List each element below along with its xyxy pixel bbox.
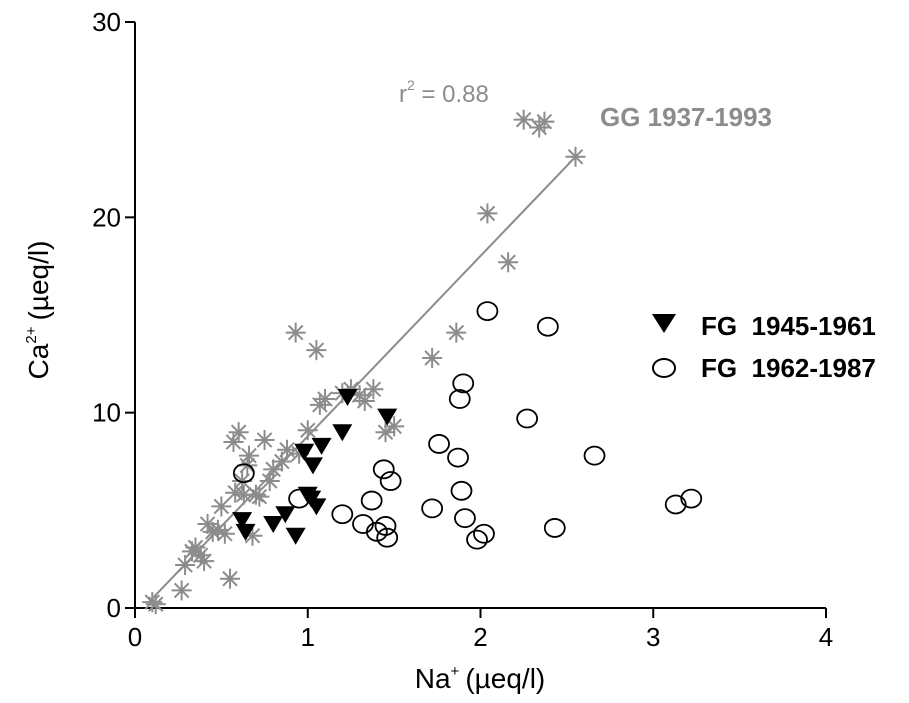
fg-1962-circle-point [452,373,475,394]
r-squared-annotation: r2 = 0.88 [399,77,489,108]
fg-1962-circle-point [583,445,606,466]
fg-1962-circle-point [448,389,471,409]
gg-asterisk-point [354,390,375,411]
fg-1945-triangle-point [311,437,332,455]
fg-1945-triangle-point [332,424,353,442]
fg-1962-circle-point [331,504,354,525]
x-tick-label: 3 [646,622,660,652]
legend-triangle-marker [652,314,676,333]
y-tick-label: 0 [107,593,121,623]
gg-asterisk-point [145,594,166,615]
legend: FG 1945-1961 FG 1962-1987 [652,311,876,383]
fg-1962-circle-point [516,408,539,429]
fg-1962-circle-point [680,488,703,509]
gg-asterisk-point [228,422,249,443]
axes: 0 1 2 3 4 0 10 20 30 [92,7,833,652]
fg-1962-circle-point [232,463,255,484]
x-tick-label: 4 [819,622,833,652]
fg-1962-circle-point [664,494,687,515]
data-points [142,109,703,615]
gg-asterisk-point [194,551,215,572]
x-axis-title: Na+ (µeq/l) [415,663,546,694]
fg-1945-triangle-point [337,389,358,407]
fg-1962-circle-point [372,459,395,480]
gg-asterisk-point [239,445,260,466]
y-tick-label: 20 [92,202,121,232]
fg-1945-triangle-point [285,527,306,545]
fg-1962-circle-point [450,480,473,501]
y-tick-label: 10 [92,398,121,428]
fg-1962-circle-point [379,471,402,491]
legend-label-fg-1945: FG 1945-1961 [701,311,876,341]
fg-1945-triangle-point [263,516,284,534]
x-tick-label: 2 [473,622,487,652]
gg-asterisk-point [211,496,232,517]
x-tick-label: 1 [301,622,315,652]
gg-asterisk-point [565,146,586,167]
gg-asterisk-point [363,379,384,400]
fg-1962-circle-point [288,488,311,509]
gg-asterisk-point [142,592,163,613]
gg-asterisk-point [534,111,555,132]
gg-asterisk-point [375,422,396,443]
gg-asterisk-point [477,203,498,224]
gg-asterisk-point [249,486,270,507]
gg-asterisk-point [297,420,318,441]
gg-asterisk-point [259,471,280,492]
gg-asterisk-point [498,252,519,273]
fg-1962-circle-point [476,301,499,321]
fg-1962-circle-point [473,523,495,544]
gg-asterisk-point [384,416,405,437]
fg-1962-circle-point [466,529,488,550]
gg-series-label: GG 1937-1993 [600,102,772,132]
gg-asterisk-point [232,471,253,492]
fg-1945-triangle-point [302,457,323,475]
fg-1962-circle-point [376,527,399,548]
fg-1945-triangle-point [275,506,296,524]
gg-asterisk-point [214,523,235,544]
gg-asterisk-point [220,568,241,589]
fg-1962-circle-point [543,518,566,538]
fg-1962-circle-point [447,447,469,468]
gg-asterisk-point [171,580,192,601]
x-tick-label: 0 [128,622,142,652]
fg-1962-circle-point [421,498,444,519]
fg-1962-circle-point [536,316,559,337]
fg-1945-triangle-point [377,408,398,426]
gg-asterisk-point [190,545,211,566]
fg-1945-triangle-point [294,443,315,461]
gg-asterisk-point [233,484,254,505]
fg-1962-circle-point [352,514,374,534]
gg-asterisk-point [446,322,467,343]
gg-asterisk-point [422,347,443,368]
fg-1945-triangle-point [232,512,253,530]
gg-asterisk-point [513,109,534,130]
gg-asterisk-point [306,340,327,361]
fg-1962-circle-point [454,508,476,529]
fg-1962-circle-point [428,434,450,454]
legend-label-fg-1962: FG 1962-1987 [701,353,876,383]
legend-circle-marker [652,358,676,378]
fg-1962-circle-point [360,490,383,511]
gg-asterisk-point [285,322,306,343]
gg-asterisk-point [254,430,275,451]
fg-1962-circle-point [374,516,397,536]
y-axis-title: Ca2+(µeq/l) [23,241,54,380]
y-tick-label: 30 [92,7,121,37]
fg-1945-triangle-point [306,498,327,516]
gg-asterisk-point [315,388,336,409]
fg-1945-triangle-point [235,523,256,541]
